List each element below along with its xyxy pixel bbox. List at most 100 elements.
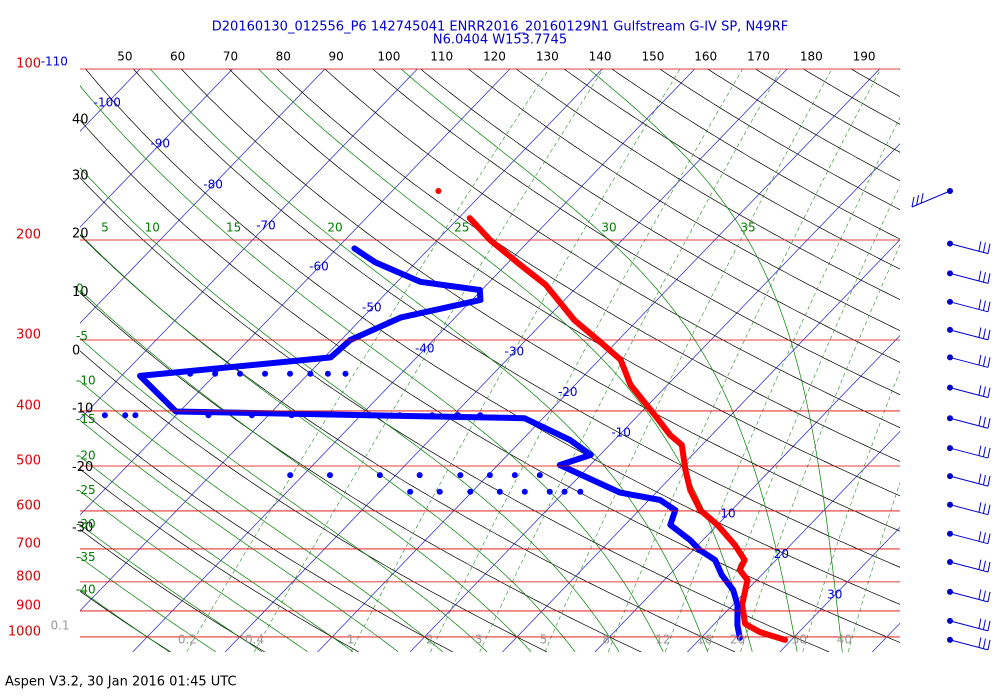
isotherm (80, 69, 141, 132)
mixing-ratio-label: 40 (837, 632, 852, 646)
wind-barb (987, 301, 991, 312)
moist-adiabat (80, 233, 576, 652)
moist-adiabat-label: -20 (76, 448, 96, 462)
wind-barb (920, 193, 924, 204)
moist-adiabat (80, 490, 308, 652)
wind-barb (982, 446, 986, 457)
dry-adiabat-label: -30 (72, 521, 93, 536)
wind-barb (987, 476, 991, 487)
dry-adiabat (133, 69, 900, 568)
wind-barb (987, 533, 991, 544)
moist-adiabat-label: 10 (145, 220, 160, 234)
wind-staff (949, 356, 989, 368)
isotherm-label: -100 (94, 96, 121, 110)
top-tick-label: 130 (536, 50, 559, 64)
wind-barb (987, 561, 991, 573)
profile-point (416, 472, 423, 479)
wind-barb (978, 270, 982, 282)
profile-point (511, 472, 518, 479)
moist-adiabat (400, 69, 798, 652)
mixing-ratio-line (479, 69, 782, 652)
mixing-ratio-label: 1 (347, 632, 355, 646)
mixing-ratio-label: 3 (475, 632, 483, 646)
wind-staff (949, 639, 989, 651)
dry-adiabat (228, 69, 900, 497)
profile-point (455, 412, 462, 419)
mixing-ratio-label: 20 (730, 632, 745, 646)
top-tick-label: 60 (170, 50, 185, 64)
profile-point (187, 370, 194, 377)
wind-barb (982, 560, 986, 571)
dry-adiabat (85, 69, 900, 605)
isotherm-label: 10 (720, 507, 735, 521)
isotherm-label: -90 (150, 137, 170, 151)
moist-adiabat-label: 30 (601, 220, 616, 234)
dry-adiabat-label: 0 (72, 343, 80, 358)
moist-adiabat (80, 167, 620, 652)
y-tick-label: 200 (16, 227, 41, 242)
dry-adiabat (611, 69, 900, 240)
profile-point (536, 472, 543, 479)
isotherm (409, 143, 900, 652)
wind-barb (987, 273, 991, 284)
wind-barb (978, 354, 982, 366)
profile-point (101, 412, 108, 419)
moist-adiabat (258, 69, 753, 652)
moist-adiabat (80, 524, 263, 652)
isotherm (80, 69, 233, 228)
dry-adiabat-label: -20 (72, 460, 93, 475)
dry-adiabat (420, 69, 900, 363)
mixing-ratio-label: 0.1 (50, 618, 69, 632)
dry-adiabat (80, 409, 454, 652)
isotherm (132, 69, 695, 652)
isotherm (80, 69, 418, 420)
moist-adiabat-label: -35 (76, 550, 96, 564)
wind-barb (982, 242, 986, 253)
mixing-ratio-line (664, 116, 900, 652)
wind-barb (978, 637, 982, 648)
dry-adiabat (80, 119, 900, 643)
wind-staff (949, 504, 989, 516)
top-tick-label: 140 (589, 50, 612, 64)
profile-point (122, 412, 129, 419)
wind-staff (949, 387, 989, 399)
moist-adiabat-label: -5 (76, 329, 88, 343)
y-tick-label: 300 (16, 327, 41, 342)
dry-adiabat (80, 234, 736, 652)
profile-point (132, 412, 139, 419)
grid-group (80, 69, 900, 652)
mixing-ratio-label: 30 (792, 632, 807, 646)
wind-barb (987, 591, 991, 602)
y-tick-label: 900 (16, 598, 41, 613)
wind-barb (982, 416, 986, 428)
wind-barb (978, 618, 982, 629)
wind-barb (978, 531, 982, 542)
top-tick-label: 190 (853, 50, 876, 64)
moist-adiabat (588, 69, 843, 652)
profile-point (521, 488, 528, 495)
isotherm (779, 526, 900, 652)
wind-barb (978, 559, 982, 570)
mixing-ratio-line (544, 69, 833, 652)
isotherm-label: -30 (505, 345, 525, 359)
moist-adiabat-label: 25 (454, 220, 469, 234)
wind-staff (949, 447, 989, 459)
moist-adiabat-label: 35 (740, 220, 755, 234)
wind-barb (982, 590, 986, 601)
isotherm-label: 30 (827, 588, 842, 602)
profile-point (561, 488, 568, 495)
wind-barb (978, 445, 982, 456)
profile-point (546, 488, 553, 495)
profile-point (287, 370, 294, 377)
wind-barb (982, 300, 986, 311)
isotherm-label: -80 (203, 178, 223, 192)
moist-adiabat-label: 0 (76, 282, 84, 296)
mixing-ratio-line (253, 69, 604, 652)
wind-barb (978, 385, 982, 396)
chart-title: D20160130_012556_P6 142745041 ENRR2016_2… (212, 20, 788, 35)
mixing-ratio-label: 2 (426, 632, 434, 646)
isotherm-label: -60 (309, 260, 329, 274)
dry-adiabat (563, 69, 900, 270)
moist-adiabat-label: -15 (76, 412, 96, 426)
dry-adiabat (324, 69, 900, 429)
